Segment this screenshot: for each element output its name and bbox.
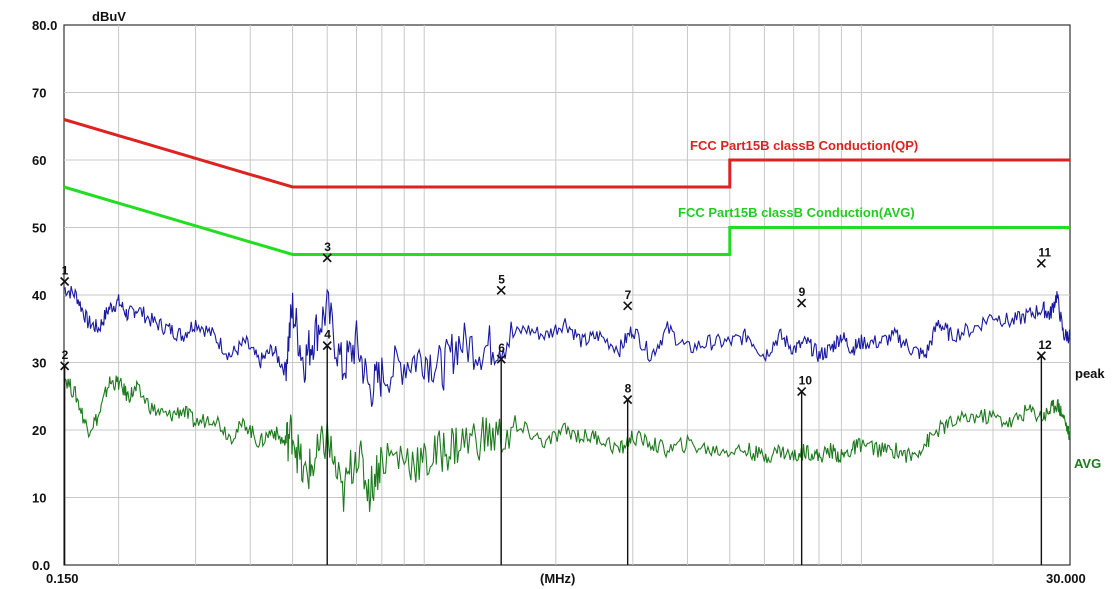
limit-line xyxy=(63,185,1070,256)
y-tick-label: 10 xyxy=(32,491,46,506)
data-series xyxy=(63,285,1071,512)
x-tick-end: 30.000 xyxy=(1046,571,1086,586)
qp-limit-label: FCC Part15B classB Conduction(QP) xyxy=(690,138,918,153)
marker-10-label: 10 xyxy=(799,374,813,388)
y-axis-label: dBuV xyxy=(92,9,126,24)
marker-2-label: 2 xyxy=(62,348,69,362)
marker-3-label: 3 xyxy=(324,240,331,254)
marker-8-x xyxy=(623,395,633,405)
marker-1-label: 1 xyxy=(62,264,69,278)
marker-1-x xyxy=(60,276,70,287)
y-tick-label: 70 xyxy=(32,86,46,101)
marker-5-x xyxy=(496,285,506,295)
peak-series-label: peak xyxy=(1075,366,1105,381)
marker-12-label: 12 xyxy=(1038,338,1052,352)
y-tick-labels: 0.0 10 20 30 40 50 60 70 80.0 xyxy=(32,18,57,573)
y-tick-label: 60 xyxy=(32,153,46,168)
limit-lines xyxy=(63,118,1070,256)
marker-7-x xyxy=(623,301,633,311)
avg-series-label: AVG xyxy=(1074,456,1101,471)
y-tick-label: 0.0 xyxy=(32,558,50,573)
series-avg-line xyxy=(63,375,1071,512)
marker-10-x xyxy=(797,386,807,397)
y-tick-label: 50 xyxy=(32,221,46,236)
y-tick-label: 80.0 xyxy=(32,18,57,33)
marker-11-x xyxy=(1036,258,1046,268)
marker-3-x xyxy=(322,253,332,263)
y-tick-label: 20 xyxy=(32,423,46,438)
y-tick-label: 40 xyxy=(32,288,46,303)
marker-7-label: 7 xyxy=(625,288,632,302)
marker-12-x xyxy=(1036,351,1046,361)
marker-9-label: 9 xyxy=(799,285,806,299)
marker-6-label: 6 xyxy=(498,341,505,355)
series-peak-line xyxy=(63,285,1071,407)
y-tick-label: 30 xyxy=(32,356,46,371)
avg-limit-label: FCC Part15B classB Conduction(AVG) xyxy=(678,205,915,220)
x-tick-start: 0.150 xyxy=(46,571,79,586)
marker-11-label: 11 xyxy=(1038,245,1051,259)
x-axis-label: (MHz) xyxy=(540,571,575,586)
marker-9-x xyxy=(797,298,807,308)
marker-4-x xyxy=(322,341,332,351)
marker-2-x xyxy=(60,361,70,371)
marker-8-label: 8 xyxy=(625,382,632,396)
marker-6-x xyxy=(496,354,506,364)
marker-4-label: 4 xyxy=(324,328,331,342)
limit-line xyxy=(63,118,1070,189)
marker-5-label: 5 xyxy=(498,272,505,286)
